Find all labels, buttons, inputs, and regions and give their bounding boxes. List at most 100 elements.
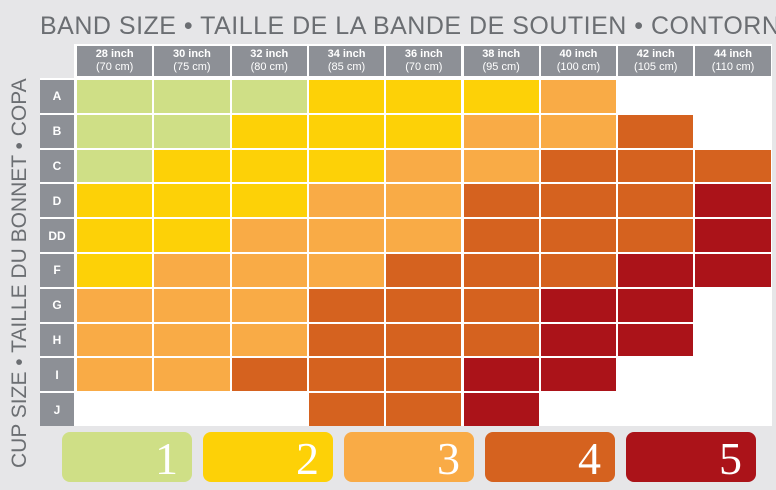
grid-cell: [695, 219, 771, 252]
cup-size-axis-label: CUP SIZE • TAILLE DU BONNET • COPA: [8, 78, 31, 468]
grid-cell: [308, 80, 385, 113]
grid-cell: [231, 149, 307, 183]
grid-cell: [463, 114, 539, 148]
legend-number: 4: [578, 433, 601, 484]
grid-cell: [77, 114, 153, 148]
band-cm-label: (80 cm): [250, 61, 288, 73]
grid-cell: [386, 254, 462, 287]
grid-cell: [463, 393, 539, 426]
grid-cell: [154, 184, 230, 218]
grid-cell: [540, 254, 617, 287]
legend-level-4: 4: [485, 432, 615, 484]
grid-cell: [540, 149, 617, 183]
legend-number: 5: [719, 433, 742, 484]
legend-level-5: 5: [626, 432, 756, 484]
legend-level-1: 1: [62, 432, 192, 484]
band-header: 36 inch (70 cm): [386, 46, 462, 76]
band-cm-label: (100 cm): [556, 61, 601, 73]
legend-number: 2: [296, 433, 319, 484]
cup-header: C: [40, 149, 74, 183]
grid-cell: [386, 288, 462, 322]
grid-cell: [77, 288, 153, 322]
grid-cell: [77, 80, 153, 113]
legend-level-3: 3: [344, 432, 474, 484]
grid-cell: [540, 80, 617, 113]
grid-cell: [540, 288, 617, 322]
band-inch-label: 40 inch: [559, 48, 598, 60]
band-inch-label: 34 inch: [327, 48, 366, 60]
grid-cell: [540, 219, 617, 252]
grid-cell: [154, 254, 230, 287]
grid-cell: [463, 288, 539, 322]
grid-cell: [463, 80, 539, 113]
band-header: 44 inch (110 cm): [695, 46, 771, 76]
grid-cell: [463, 254, 539, 287]
grid-cell: [308, 288, 385, 322]
grid-cell: [618, 114, 694, 148]
band-header: 28 inch (70 cm): [77, 46, 153, 76]
band-cm-label: (95 cm): [482, 61, 520, 73]
band-header: 38 inch (95 cm): [463, 46, 539, 76]
cup-header: I: [40, 358, 74, 392]
band-header: 30 inch (75 cm): [154, 46, 230, 76]
grid-cell: [231, 254, 307, 287]
grid-cell: [463, 219, 539, 252]
grid-cell: [308, 393, 385, 426]
grid-cell: [386, 358, 462, 392]
chart-title: BAND SIZE • TAILLE DE LA BANDE DE SOUTIE…: [40, 12, 776, 40]
grid-cell: [77, 149, 153, 183]
band-inch-label: 36 inch: [404, 48, 443, 60]
grid-cell: [540, 184, 617, 218]
grid-cell: [386, 219, 462, 252]
grid-cell: [231, 114, 307, 148]
band-header: 42 inch (105 cm): [618, 46, 694, 76]
band-header: 32 inch (80 cm): [231, 46, 307, 76]
grid-cell: [386, 323, 462, 357]
grid-cell: [386, 80, 462, 113]
grid-cell: [695, 254, 771, 287]
grid-cell: [77, 358, 153, 392]
grid-cell: [540, 323, 617, 357]
grid-cell: [463, 358, 539, 392]
band-cm-label: (70 cm): [96, 61, 134, 73]
grid-cell: [77, 254, 153, 287]
grid-cell: [154, 80, 230, 113]
grid-cell: [540, 114, 617, 148]
cup-header: B: [40, 114, 74, 148]
grid-cell: [386, 184, 462, 218]
grid-cell: [308, 184, 385, 218]
grid-cell: [154, 288, 230, 322]
grid-cell: [308, 323, 385, 357]
band-inch-label: 42 inch: [636, 48, 675, 60]
grid-cell: [695, 184, 771, 218]
grid-cell: [463, 184, 539, 218]
grid-cell: [231, 80, 307, 113]
cup-header: DD: [40, 219, 74, 252]
grid-cell: [386, 114, 462, 148]
grid-cell: [463, 149, 539, 183]
grid-cell: [154, 323, 230, 357]
grid-cell: [618, 323, 694, 357]
band-cm-label: (105 cm): [634, 61, 678, 73]
grid-cell: [231, 219, 307, 252]
band-cm-label: (70 cm): [405, 61, 443, 73]
legend-level-2: 2: [203, 432, 333, 484]
grid-cell: [231, 323, 307, 357]
grid-cell: [618, 149, 694, 183]
grid-cell: [308, 358, 385, 392]
grid-cell: [308, 114, 385, 148]
grid-cell: [618, 254, 694, 287]
grid-cell: [308, 254, 385, 287]
band-cm-label: (75 cm): [173, 61, 211, 73]
legend-number: 1: [155, 433, 178, 484]
cup-header: F: [40, 254, 74, 287]
cup-header: H: [40, 323, 74, 357]
legend-number: 3: [437, 433, 460, 484]
cup-header: J: [40, 393, 74, 426]
cup-header: D: [40, 184, 74, 218]
grid-corner: [40, 44, 74, 78]
grid-cell: [308, 219, 385, 252]
grid-cell: [540, 358, 617, 392]
grid-cell: [308, 149, 385, 183]
grid-cell: [77, 323, 153, 357]
